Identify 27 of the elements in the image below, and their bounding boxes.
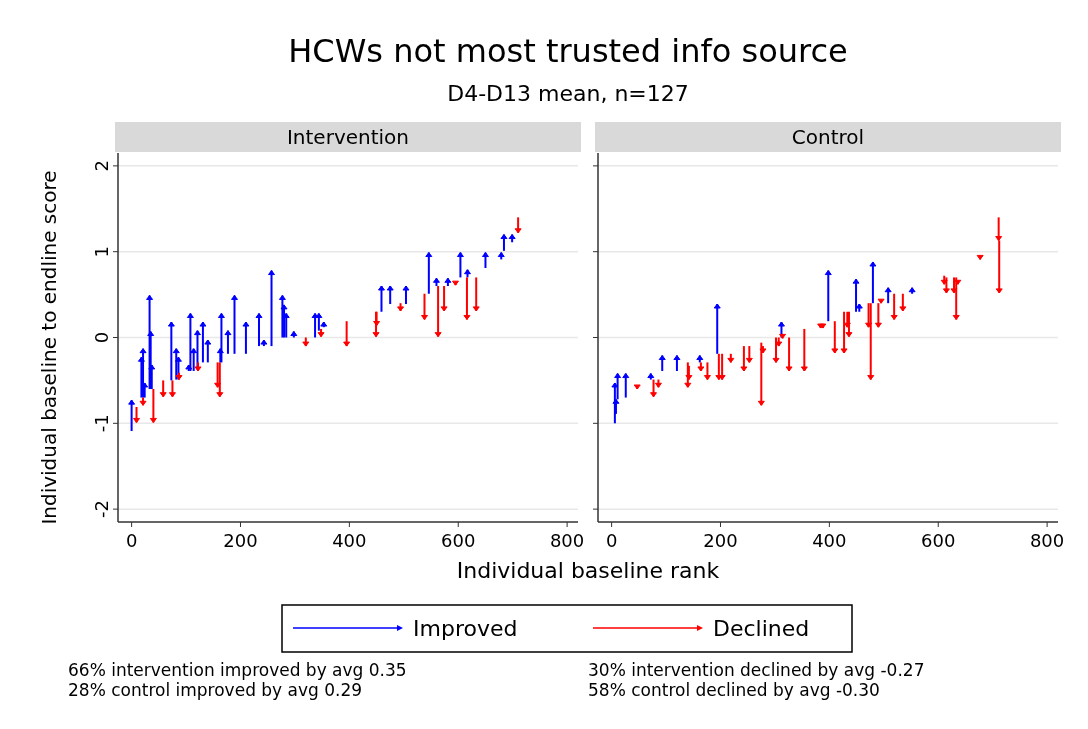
x-axis-title: Individual baseline rank	[456, 558, 720, 583]
x-tick-label: 800	[549, 530, 585, 551]
y-tick-label: -2	[91, 500, 112, 519]
text: HCWs not most trusted info source	[288, 32, 848, 70]
text: 30% intervention declined by avg -0.27	[588, 660, 925, 680]
x-tick-label: 400	[812, 530, 847, 551]
text: 66% intervention improved by avg 0.35	[68, 660, 407, 680]
x-tick-label: 600	[441, 530, 476, 551]
y-tick-label: 1	[91, 245, 112, 258]
x-tick-label: 600	[921, 530, 956, 551]
legend-label: Declined	[713, 616, 810, 641]
x-tick-label: 0	[605, 530, 618, 551]
text: 28% control improved by avg 0.29	[68, 680, 363, 700]
chart-title: Control	[791, 125, 865, 149]
y-axis-title: Individual baseline to endline score	[37, 170, 61, 525]
chart-title: Intervention	[286, 125, 410, 149]
text: D4-D13 mean, n=127	[447, 81, 689, 106]
x-tick-label: 200	[223, 530, 258, 551]
y-tick-label: -1	[91, 414, 112, 433]
x-tick-label: 0	[125, 530, 138, 551]
x-tick-label: 200	[703, 530, 738, 551]
legend-label: Improved	[413, 616, 518, 641]
y-tick-label: 0	[91, 331, 112, 344]
y-tick-label: 2	[91, 160, 112, 172]
text: 58% control declined by avg -0.30	[588, 680, 880, 700]
x-tick-label: 400	[332, 530, 367, 551]
x-tick-label: 800	[1029, 530, 1065, 551]
